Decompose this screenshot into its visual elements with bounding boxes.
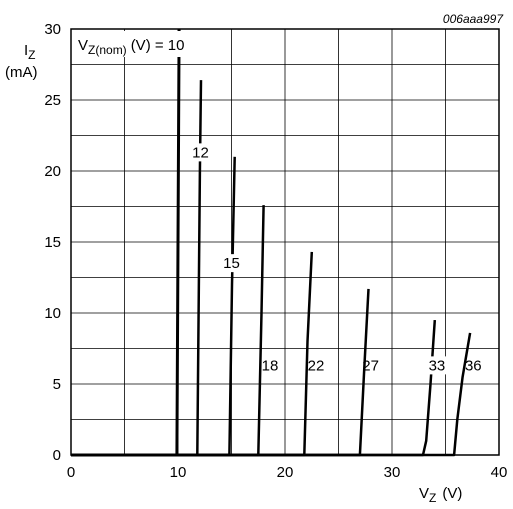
curve-label-33: 33 <box>429 357 446 374</box>
plot-frame <box>70 28 500 456</box>
y-tick-label: 15 <box>44 234 61 251</box>
figure-reference: 006aaa997 <box>443 12 504 26</box>
series-22-curve <box>71 251 314 457</box>
series-18-curve <box>71 205 265 457</box>
curve-label-bg <box>219 254 244 273</box>
curve-label-15: 15 <box>223 255 240 272</box>
x-tick-label: 20 <box>277 464 294 481</box>
x-tick-labels: 0 10 20 30 40 <box>67 464 508 481</box>
curve-labels: 12 15 18 22 27 33 36 <box>188 143 482 375</box>
curve-label-bg <box>424 356 449 375</box>
series-36-curve <box>71 332 472 457</box>
x-tick-label: 0 <box>67 464 75 481</box>
series-12-curve <box>71 80 203 457</box>
parameter-label: VZ(nom) (V) = 10 <box>74 31 214 57</box>
curve-label-36: 36 <box>465 357 482 374</box>
series-33-curve <box>71 320 437 457</box>
curve-label-27: 27 <box>362 357 379 374</box>
y-tick-label: 30 <box>44 21 61 38</box>
y-tick-label: 5 <box>53 376 61 393</box>
curve-label-bg <box>188 143 213 162</box>
curve-label-18: 18 <box>262 357 279 374</box>
x-axis-label: VZ (V) <box>419 485 462 505</box>
y-tick-label: 10 <box>44 305 61 322</box>
series-15-curve <box>71 156 236 457</box>
x-tick-label: 30 <box>384 464 401 481</box>
y-tick-label: 20 <box>44 163 61 180</box>
svg-text:VZ(nom)(V) = 10: VZ(nom) (V) = 10 <box>78 37 184 57</box>
x-tick-label: 40 <box>491 464 508 481</box>
y-tick-label: 0 <box>53 447 61 464</box>
y-tick-label: 25 <box>44 92 61 109</box>
y-axis-label: IZ <box>24 42 36 62</box>
y-tick-labels: 0 5 10 15 20 25 30 <box>44 21 61 464</box>
curve-label-22: 22 <box>308 357 325 374</box>
y-axis-unit: (mA) <box>5 64 38 81</box>
x-tick-label: 10 <box>170 464 187 481</box>
grid <box>71 29 499 455</box>
curve-label-12: 12 <box>192 144 209 161</box>
